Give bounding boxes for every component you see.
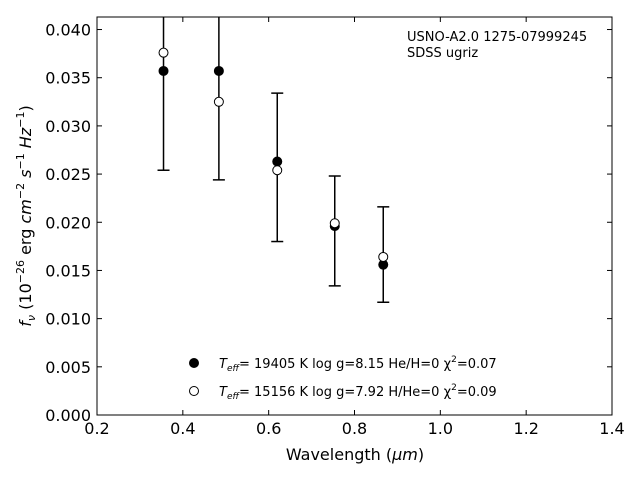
x-tick-label: 0.2 <box>84 419 109 438</box>
y-tick-label: 0.025 <box>45 165 91 184</box>
y-axis-ticks: 0.000 0.005 0.010 0.015 0.020 0.025 0.030 0.035… <box>45 21 612 425</box>
x-axis-ticks: 0.2 0.4 0.6 0.8 1.0 1.2 1.4 <box>84 17 625 438</box>
data-point-open <box>272 165 283 176</box>
y-tick-label: 0.005 <box>45 358 91 377</box>
data-point-filled <box>158 65 169 76</box>
plot-area-frame <box>96 16 613 416</box>
x-tick-label: 1.2 <box>513 419 538 438</box>
y-axis-label: fν (10−26 erg cm−2 s−1 Hz−1) <box>14 105 38 326</box>
x-tick-label: 0.6 <box>256 419 281 438</box>
annotation-line-2: SDSS ugriz <box>407 46 478 61</box>
data-point-filled <box>213 65 224 76</box>
y-tick-label: 0.020 <box>45 213 91 232</box>
x-tick-label: 0.4 <box>170 419 195 438</box>
data-point-open <box>378 251 389 262</box>
data-point-open <box>329 218 340 229</box>
data-point-open <box>213 96 224 107</box>
y-tick-label: 0.010 <box>45 310 91 329</box>
x-tick-label: 1.4 <box>599 419 624 438</box>
x-tick-label: 0.8 <box>342 419 367 438</box>
legend: Teff= 19405 K log g=8.15 He/H=0 χ2=0.07 … <box>189 355 497 402</box>
y-tick-label: 0.000 <box>45 406 91 425</box>
x-axis-label: Wavelength (μm) <box>286 445 424 464</box>
annotation-line-1: USNO-A2.0 1275-07999245 <box>407 30 587 45</box>
data-markers <box>158 47 389 270</box>
data-point-open <box>158 47 169 58</box>
y-tick-label: 0.035 <box>45 69 91 88</box>
error-bars <box>157 17 390 303</box>
y-tick-label: 0.015 <box>45 261 91 280</box>
legend-marker-open <box>189 386 199 396</box>
x-tick-label: 1.0 <box>428 419 453 438</box>
y-tick-label: 0.040 <box>45 21 91 40</box>
legend-label-open: Teff= 15156 K log g=7.92 H/He=0 χ2=0.09 <box>219 383 497 402</box>
data-point-filled <box>272 156 283 167</box>
y-tick-label: 0.030 <box>45 117 91 136</box>
legend-label-filled: Teff= 19405 K log g=8.15 He/H=0 χ2=0.07 <box>219 355 497 374</box>
legend-marker-filled <box>189 358 199 368</box>
